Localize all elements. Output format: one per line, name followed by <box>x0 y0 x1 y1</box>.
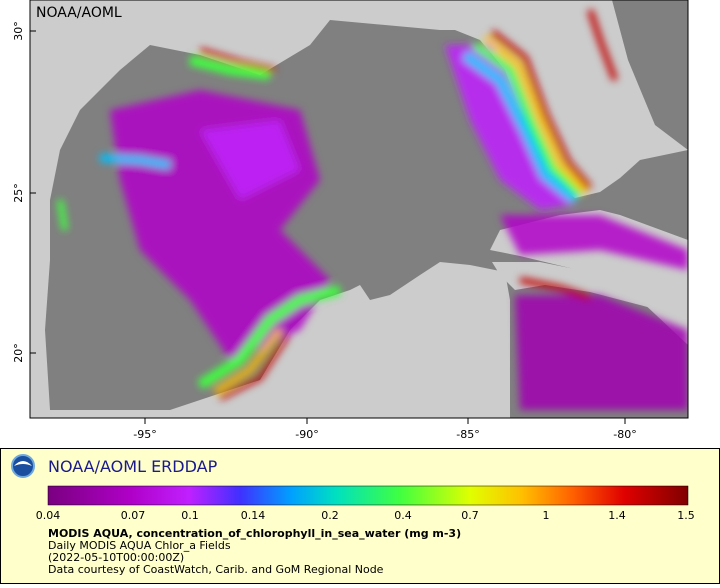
variable-caption: MODIS AQUA, concentration_of_chlorophyll… <box>48 527 461 540</box>
map-frame <box>29 0 689 419</box>
lat-axis: 30° 25° 20° <box>12 21 36 363</box>
lon-axis: -95° -90° -85° -80° <box>133 418 637 441</box>
colorbar-label: 0.04 <box>36 509 61 522</box>
dataset-caption: Daily MODIS AQUA Chlor_a Fields <box>48 539 231 552</box>
lon-label: -90° <box>295 428 318 441</box>
colorbar-label: 0.7 <box>461 509 479 522</box>
colorbar-label: 0.4 <box>394 509 412 522</box>
colorbar-label: 1.4 <box>608 509 626 522</box>
noaa-logo-bird <box>14 461 32 466</box>
lon-label: -80° <box>613 428 636 441</box>
legend-panel: NOAA/AOML ERDDAP 0.04 0.07 0.1 0.14 0.2 … <box>0 448 720 584</box>
colorbar-ticks: 0.04 0.07 0.1 0.14 0.2 0.4 0.7 1 1.4 1.5 <box>36 509 695 522</box>
legend-background <box>0 448 720 584</box>
colorbar <box>47 485 689 506</box>
lat-label: 30° <box>12 21 25 41</box>
credit-caption: Data courtesy of CoastWatch, Carib. and … <box>48 563 384 576</box>
chlorophyll-field <box>57 9 688 410</box>
atlantic-sea <box>612 0 688 150</box>
lon-label: -85° <box>456 428 479 441</box>
lat-label: 25° <box>12 183 25 203</box>
colorbar-label: 0.2 <box>321 509 339 522</box>
watermark: NOAA/AOML <box>36 5 122 21</box>
cuba <box>492 262 688 318</box>
map-area: NOAA/AOML <box>30 0 688 418</box>
colorbar-label: 0.14 <box>241 509 266 522</box>
colorbar-label: 1.5 <box>677 509 695 522</box>
colorbar-label: 1 <box>543 509 550 522</box>
colorbar-label: 0.1 <box>181 509 199 522</box>
lon-label: -95° <box>133 428 156 441</box>
colorbar-label: 0.07 <box>121 509 146 522</box>
noaa-logo <box>11 454 35 478</box>
legend-title: NOAA/AOML ERDDAP <box>48 457 218 476</box>
time-caption: (2022-05-10T00:00:00Z) <box>48 551 184 564</box>
lat-label: 20° <box>12 343 25 363</box>
